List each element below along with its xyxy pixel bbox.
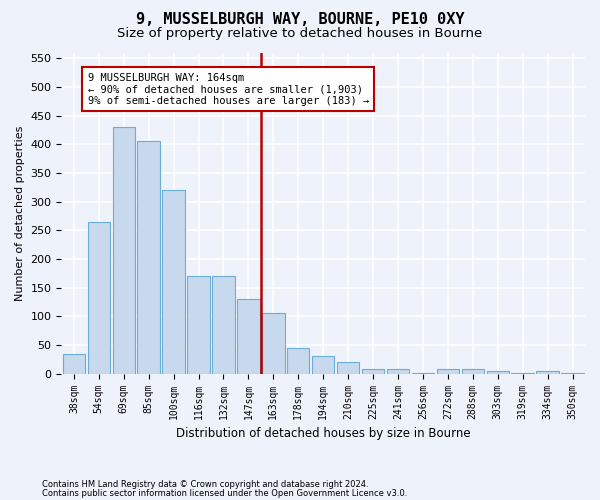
Bar [113,127,135,374]
Bar [237,299,260,374]
Bar [88,222,110,374]
X-axis label: Distribution of detached houses by size in Bourne: Distribution of detached houses by size … [176,427,470,440]
Bar [62,354,85,374]
Bar [387,369,409,374]
Bar [137,142,160,374]
Bar [337,362,359,374]
Bar [562,372,584,374]
Bar [536,372,559,374]
Text: 9, MUSSELBURGH WAY, BOURNE, PE10 0XY: 9, MUSSELBURGH WAY, BOURNE, PE10 0XY [136,12,464,28]
Text: 9 MUSSELBURGH WAY: 164sqm
← 90% of detached houses are smaller (1,903)
9% of sem: 9 MUSSELBURGH WAY: 164sqm ← 90% of detac… [88,72,369,106]
Bar [312,356,334,374]
Text: Size of property relative to detached houses in Bourne: Size of property relative to detached ho… [118,28,482,40]
Text: Contains public sector information licensed under the Open Government Licence v3: Contains public sector information licen… [42,488,407,498]
Bar [437,369,459,374]
Bar [511,372,534,374]
Bar [287,348,310,374]
Bar [487,372,509,374]
Bar [362,369,384,374]
Bar [262,314,284,374]
Text: Contains HM Land Registry data © Crown copyright and database right 2024.: Contains HM Land Registry data © Crown c… [42,480,368,489]
Bar [187,276,210,374]
Bar [461,369,484,374]
Bar [163,190,185,374]
Bar [412,372,434,374]
Y-axis label: Number of detached properties: Number of detached properties [15,126,25,301]
Bar [212,276,235,374]
